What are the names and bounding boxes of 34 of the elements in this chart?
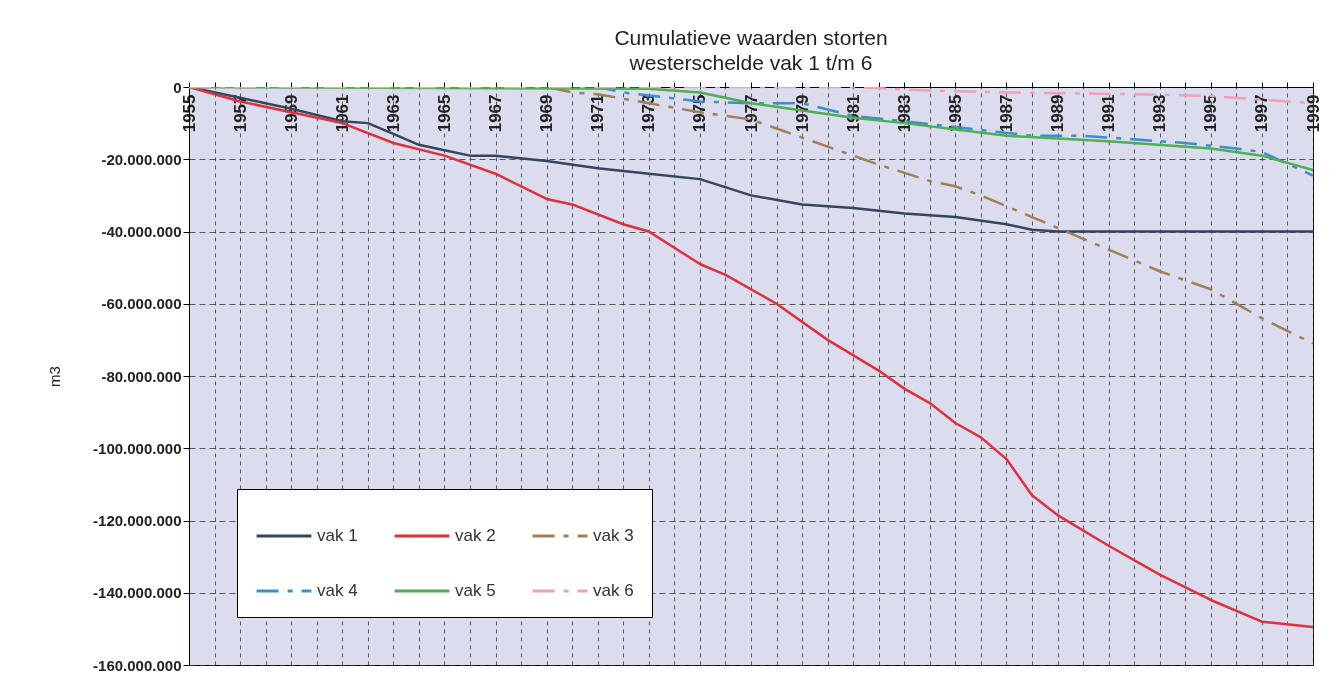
x-tick-label: 1979 [792,94,812,133]
x-tick-label: 1997 [1252,94,1272,133]
x-tick-label: 1989 [1048,94,1068,133]
chart-title: Cumulatieve waarden storten [614,26,888,49]
legend-label: vak 5 [455,581,496,600]
y-tick-label: -160.000.000 [93,656,182,674]
x-tick-label: 1969 [537,94,557,133]
y-tick-label: -120.000.000 [93,512,182,529]
legend-label: vak 4 [317,581,358,600]
x-tick-label: 1991 [1099,94,1119,133]
x-tick-label: 1967 [486,94,506,133]
x-tick-label: 1983 [894,94,914,133]
x-tick-label: 1993 [1150,94,1170,133]
x-tick-label: 1999 [1303,94,1323,133]
y-axis-title: m3 [46,366,64,387]
x-tick-label: 1977 [741,94,761,133]
x-tick-label: 1973 [639,94,659,133]
y-tick-label: -100.000.000 [93,439,182,457]
y-tick-label: -60.000.000 [101,295,182,313]
chart-subtitle: westerschelde vak 1 t/m 6 [628,51,873,74]
y-tick-label: -40.000.000 [101,223,182,240]
legend-label: vak 1 [317,526,358,545]
x-tick-label: 1995 [1201,94,1221,133]
y-tick-label: 0 [173,78,182,96]
x-tick-label: 1965 [434,94,454,133]
legend-label: vak 2 [455,526,496,545]
x-tick-label: 1987 [996,94,1016,133]
y-tick-label: -80.000.000 [101,367,182,385]
x-tick-label: 1963 [383,94,403,133]
y-tick-label: -20.000.000 [101,150,182,168]
y-tick-label: -140.000.000 [93,584,182,602]
x-tick-label: 1971 [588,94,608,133]
legend-label: vak 3 [593,526,634,545]
legend-label: vak 6 [593,581,634,600]
